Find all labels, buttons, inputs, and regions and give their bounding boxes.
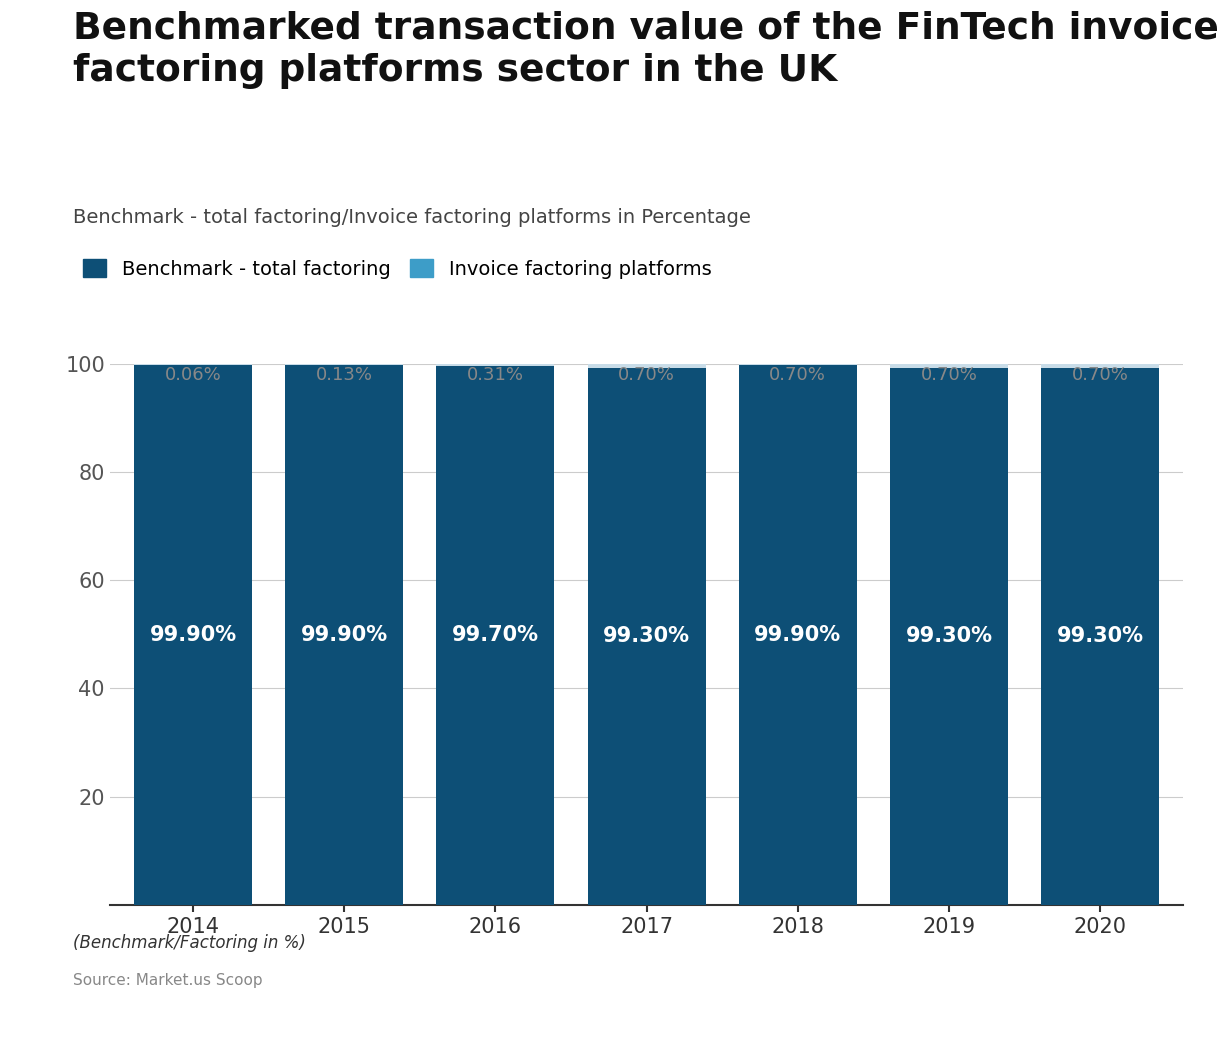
Text: 99.30%: 99.30% <box>603 626 691 646</box>
Text: Source: Market.us Scoop: Source: Market.us Scoop <box>73 973 262 988</box>
Bar <box>285 364 403 905</box>
Text: 0.70%: 0.70% <box>770 366 826 384</box>
Text: 99.70%: 99.70% <box>451 625 539 645</box>
Bar <box>134 365 253 905</box>
Text: Benchmark - total factoring/Invoice factoring platforms in Percentage: Benchmark - total factoring/Invoice fact… <box>73 208 752 227</box>
Bar <box>1041 368 1159 905</box>
Bar <box>891 368 1008 905</box>
Bar <box>1041 364 1159 905</box>
Text: 0.70%: 0.70% <box>921 366 977 384</box>
Bar <box>588 368 705 905</box>
Bar <box>891 364 1008 905</box>
Text: 99.90%: 99.90% <box>149 625 237 645</box>
Text: 0.13%: 0.13% <box>316 366 372 384</box>
Bar <box>437 364 554 905</box>
Text: 99.30%: 99.30% <box>1057 626 1143 646</box>
Bar <box>739 364 856 905</box>
Bar <box>739 365 856 905</box>
Text: 99.30%: 99.30% <box>905 626 993 646</box>
Text: 0.70%: 0.70% <box>1072 366 1129 384</box>
Text: 0.70%: 0.70% <box>619 366 675 384</box>
Bar <box>437 366 554 905</box>
Text: (Benchmark/Factoring in %): (Benchmark/Factoring in %) <box>73 934 306 952</box>
Text: 0.31%: 0.31% <box>467 366 523 384</box>
Text: 0.06%: 0.06% <box>165 366 221 384</box>
Bar <box>134 364 253 905</box>
Bar <box>588 364 705 905</box>
Text: Benchmarked transaction value of the FinTech invoice
factoring platforms sector : Benchmarked transaction value of the Fin… <box>73 10 1219 89</box>
Text: 99.90%: 99.90% <box>300 625 388 645</box>
Legend: Benchmark - total factoring, Invoice factoring platforms: Benchmark - total factoring, Invoice fac… <box>83 259 711 279</box>
Bar <box>285 365 403 905</box>
Text: 99.90%: 99.90% <box>754 625 842 645</box>
